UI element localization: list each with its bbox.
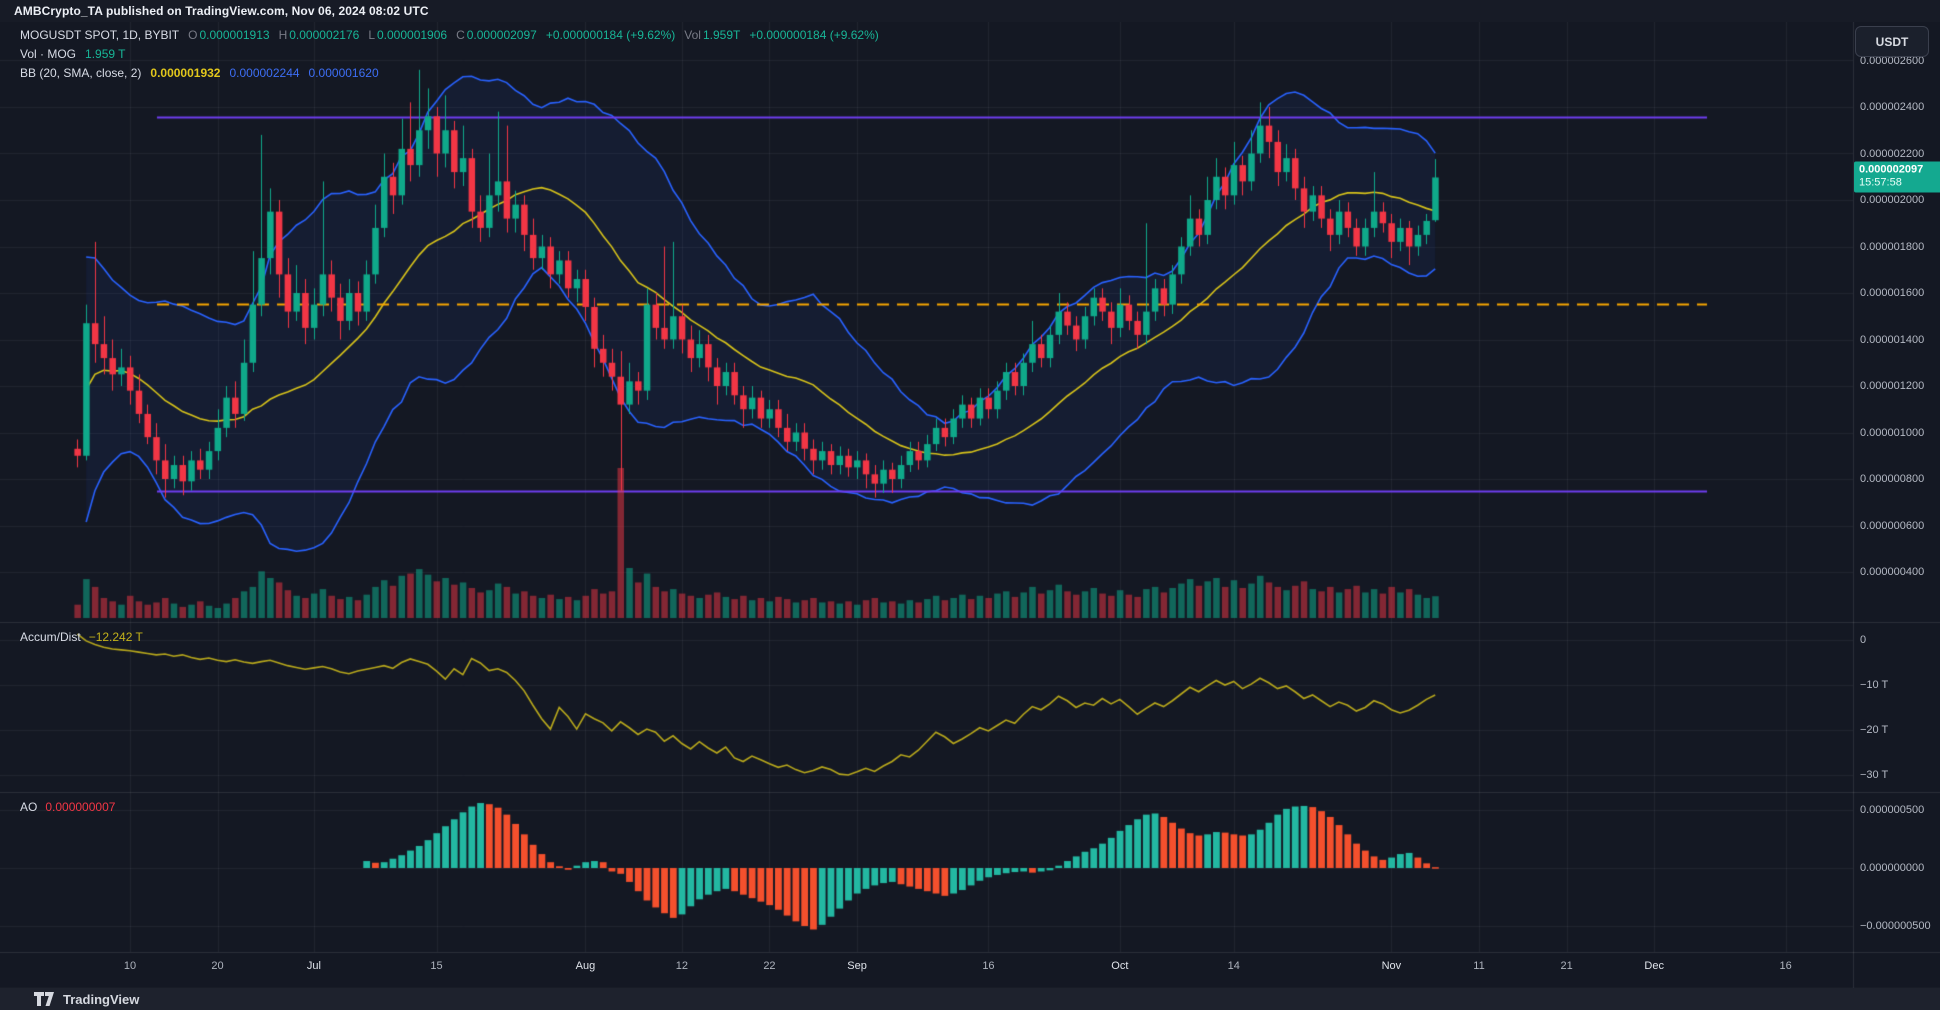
price-axis[interactable]: 0.000002600 0.000002400 0.000002200 0.00000…: [1853, 22, 1940, 952]
publisher-bar: AMBCrypto_TA published on TradingView.co…: [0, 0, 1940, 22]
symbol-title: MOGUSDT SPOT, 1D, BYBIT: [20, 28, 180, 42]
time-tick-label: 11: [1473, 960, 1485, 972]
volume-legend-row: Vol · MOG 1.959 T: [20, 47, 879, 61]
bb-upper-value: 0.000002244: [229, 66, 300, 80]
ao-legend-row: AO 0.000000007: [20, 800, 115, 814]
open-value: O 0.000001913: [188, 28, 270, 42]
symbol-legend-row: MOGUSDT SPOT, 1D, BYBIT O 0.000001913 H 0.…: [20, 28, 879, 42]
price-tick-label: 0.000001600: [1860, 287, 1925, 299]
time-tick-label: Sep: [847, 960, 867, 972]
bb-lower-value: 0.000001620: [308, 66, 379, 80]
time-tick-label: Dec: [1644, 960, 1664, 972]
price-tick-label: 0.000000800: [1860, 473, 1925, 485]
accum-dist-tick-label: −20 T: [1860, 724, 1889, 736]
price-tick-label: 0.000001400: [1860, 333, 1925, 346]
last-price-value: 0.000002097: [1859, 163, 1924, 176]
currency-toggle-button[interactable]: USDT: [1855, 26, 1929, 57]
time-tick-label: Aug: [575, 960, 596, 972]
low-value: L 0.000001906: [368, 28, 448, 42]
price-tick-label: 0.000002000: [1860, 194, 1925, 206]
time-tick-label: 12: [675, 960, 688, 972]
volume-indicator-value: 1.959 T: [85, 47, 126, 61]
last-price-tag: 0.000002097 15:57:58: [1854, 161, 1940, 193]
time-tick-label: Jul: [306, 960, 321, 972]
bb-legend-row: BB (20, SMA, close, 2) 0.000001932 0.000…: [20, 66, 879, 80]
ao-label: AO: [20, 800, 38, 814]
volume-value: Vol 1.959T: [684, 28, 741, 42]
time-tick-label: 10: [123, 960, 137, 972]
time-axis[interactable]: 10 20 Jul 15 Aug 12 22 Sep 16 Oct 14 Nov 11 21 Dec 16: [0, 952, 1853, 988]
time-tick-label: 14: [1227, 960, 1240, 972]
price-tick-label: 0.000001200: [1860, 380, 1925, 392]
chart-legend: MOGUSDT SPOT, 1D, BYBIT O 0.000001913 H 0.…: [20, 28, 879, 80]
high-value: H 0.000002176: [278, 28, 360, 42]
tradingview-logo-icon[interactable]: [34, 992, 55, 1006]
time-tick-label: Oct: [1111, 960, 1129, 972]
bar-countdown: 15:57:58: [1859, 176, 1902, 189]
time-tick-label: 16: [982, 960, 995, 972]
volume-indicator-label: Vol · MOG: [20, 47, 77, 61]
price-tick-label: 0.000000400: [1860, 566, 1925, 578]
time-tick-label: 22: [763, 960, 776, 972]
accum-dist-tick-label: −30 T: [1860, 769, 1889, 781]
ao-tick-label: −0.000000500: [1860, 920, 1931, 932]
close-value: C 0.000002097: [456, 28, 537, 42]
accum-dist-value: −12.242 T: [88, 630, 143, 644]
price-tick-label: 0.000001800: [1860, 240, 1925, 253]
price-tick-label: 0.000002600: [1860, 54, 1925, 67]
accum-dist-tick-label: 0: [1860, 634, 1867, 646]
ao-value: 0.000000007: [45, 800, 116, 814]
price-tick-label: 0.000001000: [1860, 426, 1925, 439]
price-tick-label: 0.000002400: [1860, 101, 1925, 113]
accum-dist-tick-label: −10 T: [1860, 679, 1889, 691]
time-tick-label: 21: [1560, 960, 1573, 972]
publisher-line: AMBCrypto_TA published on TradingView.co…: [14, 4, 429, 18]
ao-tick-label: 0.000000500: [1860, 804, 1925, 816]
volume-change-value: +0.000000184 (+9.62%): [749, 28, 879, 42]
change-value: +0.000000184 (+9.62%): [545, 28, 676, 42]
bb-indicator-label: BB (20, SMA, close, 2): [20, 66, 142, 80]
accum-dist-legend-row: Accum/Dist −12.242 T: [20, 630, 143, 644]
price-tick-label: 0.000000600: [1860, 519, 1925, 532]
footer-brand[interactable]: TradingView: [63, 991, 140, 1007]
time-tick-label: 15: [430, 960, 443, 972]
footer-bar: TradingView: [0, 988, 1940, 1010]
time-tick-label: 16: [1779, 960, 1792, 972]
bb-basis-value: 0.000001932: [150, 66, 221, 80]
price-tick-label: 0.000002200: [1860, 147, 1925, 160]
time-tick-label: Nov: [1381, 960, 1402, 972]
ao-tick-label: 0.000000000: [1860, 862, 1925, 874]
accum-dist-label: Accum/Dist: [20, 630, 81, 644]
time-tick-label: 20: [211, 960, 224, 972]
